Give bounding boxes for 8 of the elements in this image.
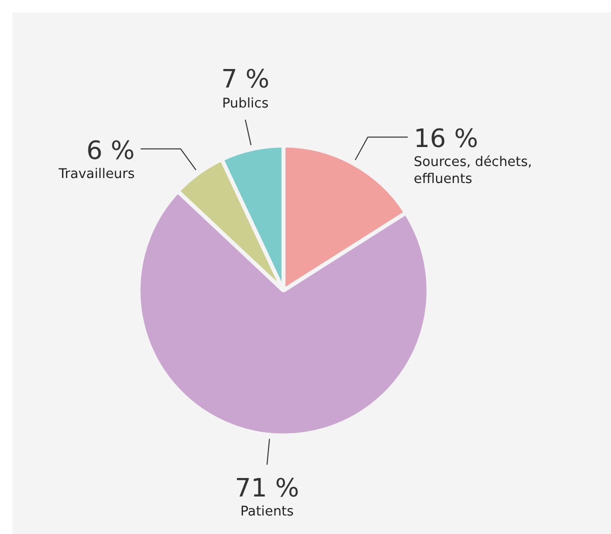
slice-label: Sources, déchets, effluents — [414, 155, 532, 188]
slice-label: Publics — [222, 96, 269, 112]
data-label: 7 % — [221, 64, 270, 94]
data-label: 16 % — [414, 123, 478, 154]
data-label: 71 % — [234, 472, 300, 503]
slice-label: Patients — [240, 504, 294, 520]
slice-label: Travailleurs — [58, 166, 135, 182]
data-label: 6 % — [86, 134, 135, 165]
